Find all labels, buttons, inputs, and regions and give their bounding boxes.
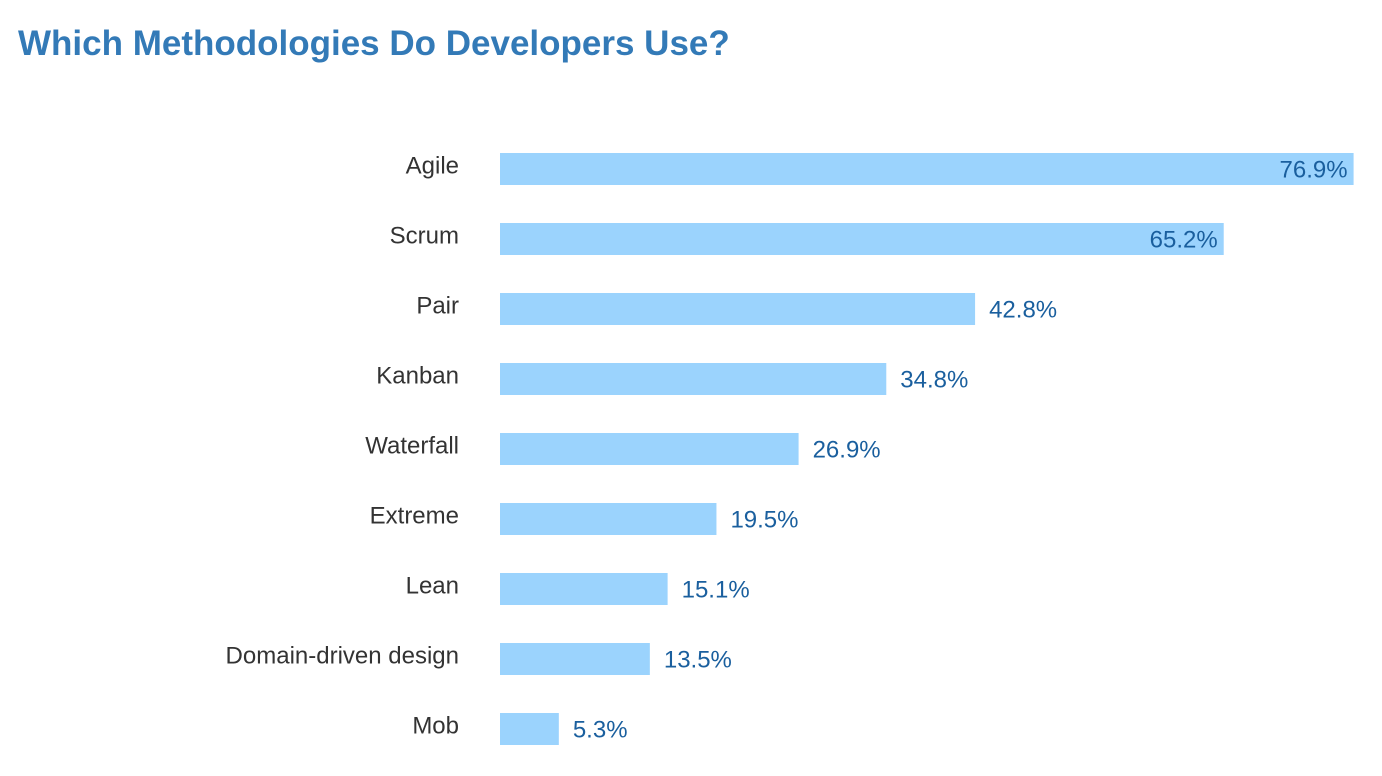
category-label-mob: Mob bbox=[412, 712, 459, 739]
category-label-extreme: Extreme bbox=[370, 502, 459, 529]
category-label-domain-driven-design: Domain-driven design bbox=[226, 642, 459, 669]
value-label-kanban: 34.8% bbox=[900, 366, 968, 393]
category-label-scrum: Scrum bbox=[390, 222, 459, 249]
bar-pair bbox=[500, 293, 976, 325]
category-label-lean: Lean bbox=[406, 572, 459, 599]
value-label-agile: 76.9% bbox=[1280, 156, 1348, 183]
value-label-extreme: 19.5% bbox=[730, 506, 798, 533]
bar-domain-driven-design bbox=[500, 643, 650, 675]
category-label-agile: Agile bbox=[406, 152, 459, 179]
value-label-domain-driven-design: 13.5% bbox=[664, 646, 732, 673]
value-label-pair: 42.8% bbox=[989, 296, 1057, 323]
bar-scrum bbox=[500, 223, 1224, 255]
value-label-scrum: 65.2% bbox=[1150, 226, 1218, 253]
bar-agile bbox=[500, 153, 1354, 185]
bar-waterfall bbox=[500, 433, 799, 465]
value-label-waterfall: 26.9% bbox=[813, 436, 881, 463]
value-label-mob: 5.3% bbox=[573, 716, 628, 743]
bar-extreme bbox=[500, 503, 717, 535]
category-label-pair: Pair bbox=[416, 292, 459, 319]
category-label-kanban: Kanban bbox=[376, 362, 459, 389]
bar-lean bbox=[500, 573, 668, 605]
bar-kanban bbox=[500, 363, 887, 395]
category-label-waterfall: Waterfall bbox=[365, 432, 459, 459]
chart-title: Which Methodologies Do Developers Use? bbox=[18, 24, 730, 63]
value-label-lean: 15.1% bbox=[682, 576, 750, 603]
bar-mob bbox=[500, 713, 559, 745]
